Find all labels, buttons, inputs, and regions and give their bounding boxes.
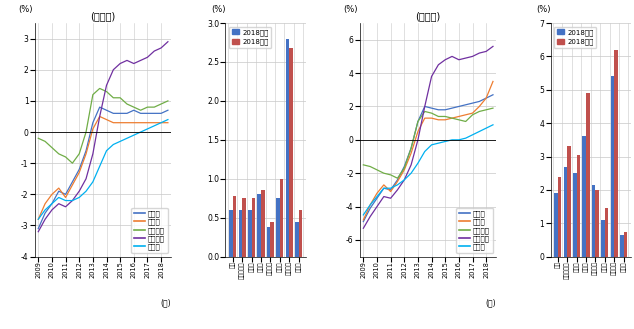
Text: (%): (%) xyxy=(211,5,226,14)
Bar xyxy=(586,93,590,257)
Bar xyxy=(289,48,293,257)
Text: (%): (%) xyxy=(18,5,33,14)
Bar xyxy=(276,198,280,257)
Legend: 2018前半, 2018後半: 2018前半, 2018後半 xyxy=(554,27,597,48)
Bar xyxy=(583,137,586,257)
Bar xyxy=(238,210,242,257)
Legend: 2018前半, 2018後半: 2018前半, 2018後半 xyxy=(229,27,271,48)
Bar xyxy=(592,185,595,257)
Bar xyxy=(257,194,261,257)
Bar xyxy=(280,179,283,257)
Bar xyxy=(270,222,274,257)
Title: (住宅地): (住宅地) xyxy=(91,11,116,21)
Title: (商業地): (商業地) xyxy=(415,11,441,21)
Bar xyxy=(624,232,627,257)
Text: (%): (%) xyxy=(344,5,358,14)
Bar xyxy=(558,177,561,257)
Text: (年): (年) xyxy=(486,299,496,308)
Bar xyxy=(267,227,270,257)
Bar xyxy=(248,210,252,257)
Bar xyxy=(285,38,289,257)
Bar xyxy=(233,196,236,257)
Bar xyxy=(242,198,246,257)
Bar xyxy=(576,155,580,257)
Bar xyxy=(252,198,255,257)
Bar xyxy=(620,235,624,257)
Bar xyxy=(564,166,567,257)
Bar xyxy=(261,190,264,257)
Bar xyxy=(295,222,299,257)
Legend: 東京圈, 大阪圈, 名古屋圈, 地方四市, その他: 東京圈, 大阪圈, 名古屋圈, 地方四市, その他 xyxy=(131,208,168,253)
Bar xyxy=(595,190,599,257)
Text: (%): (%) xyxy=(536,5,550,14)
Bar xyxy=(567,146,571,257)
Bar xyxy=(229,210,233,257)
Bar xyxy=(299,210,302,257)
Bar xyxy=(614,50,618,257)
Bar xyxy=(554,193,558,257)
Bar xyxy=(573,173,576,257)
Bar xyxy=(611,76,614,257)
Legend: 東京圈, 大阪圈, 名古屋圈, 地方四市, その他: 東京圈, 大阪圈, 名古屋圈, 地方四市, その他 xyxy=(456,208,493,253)
Bar xyxy=(605,208,609,257)
Text: (年): (年) xyxy=(160,299,171,308)
Bar xyxy=(601,220,605,257)
